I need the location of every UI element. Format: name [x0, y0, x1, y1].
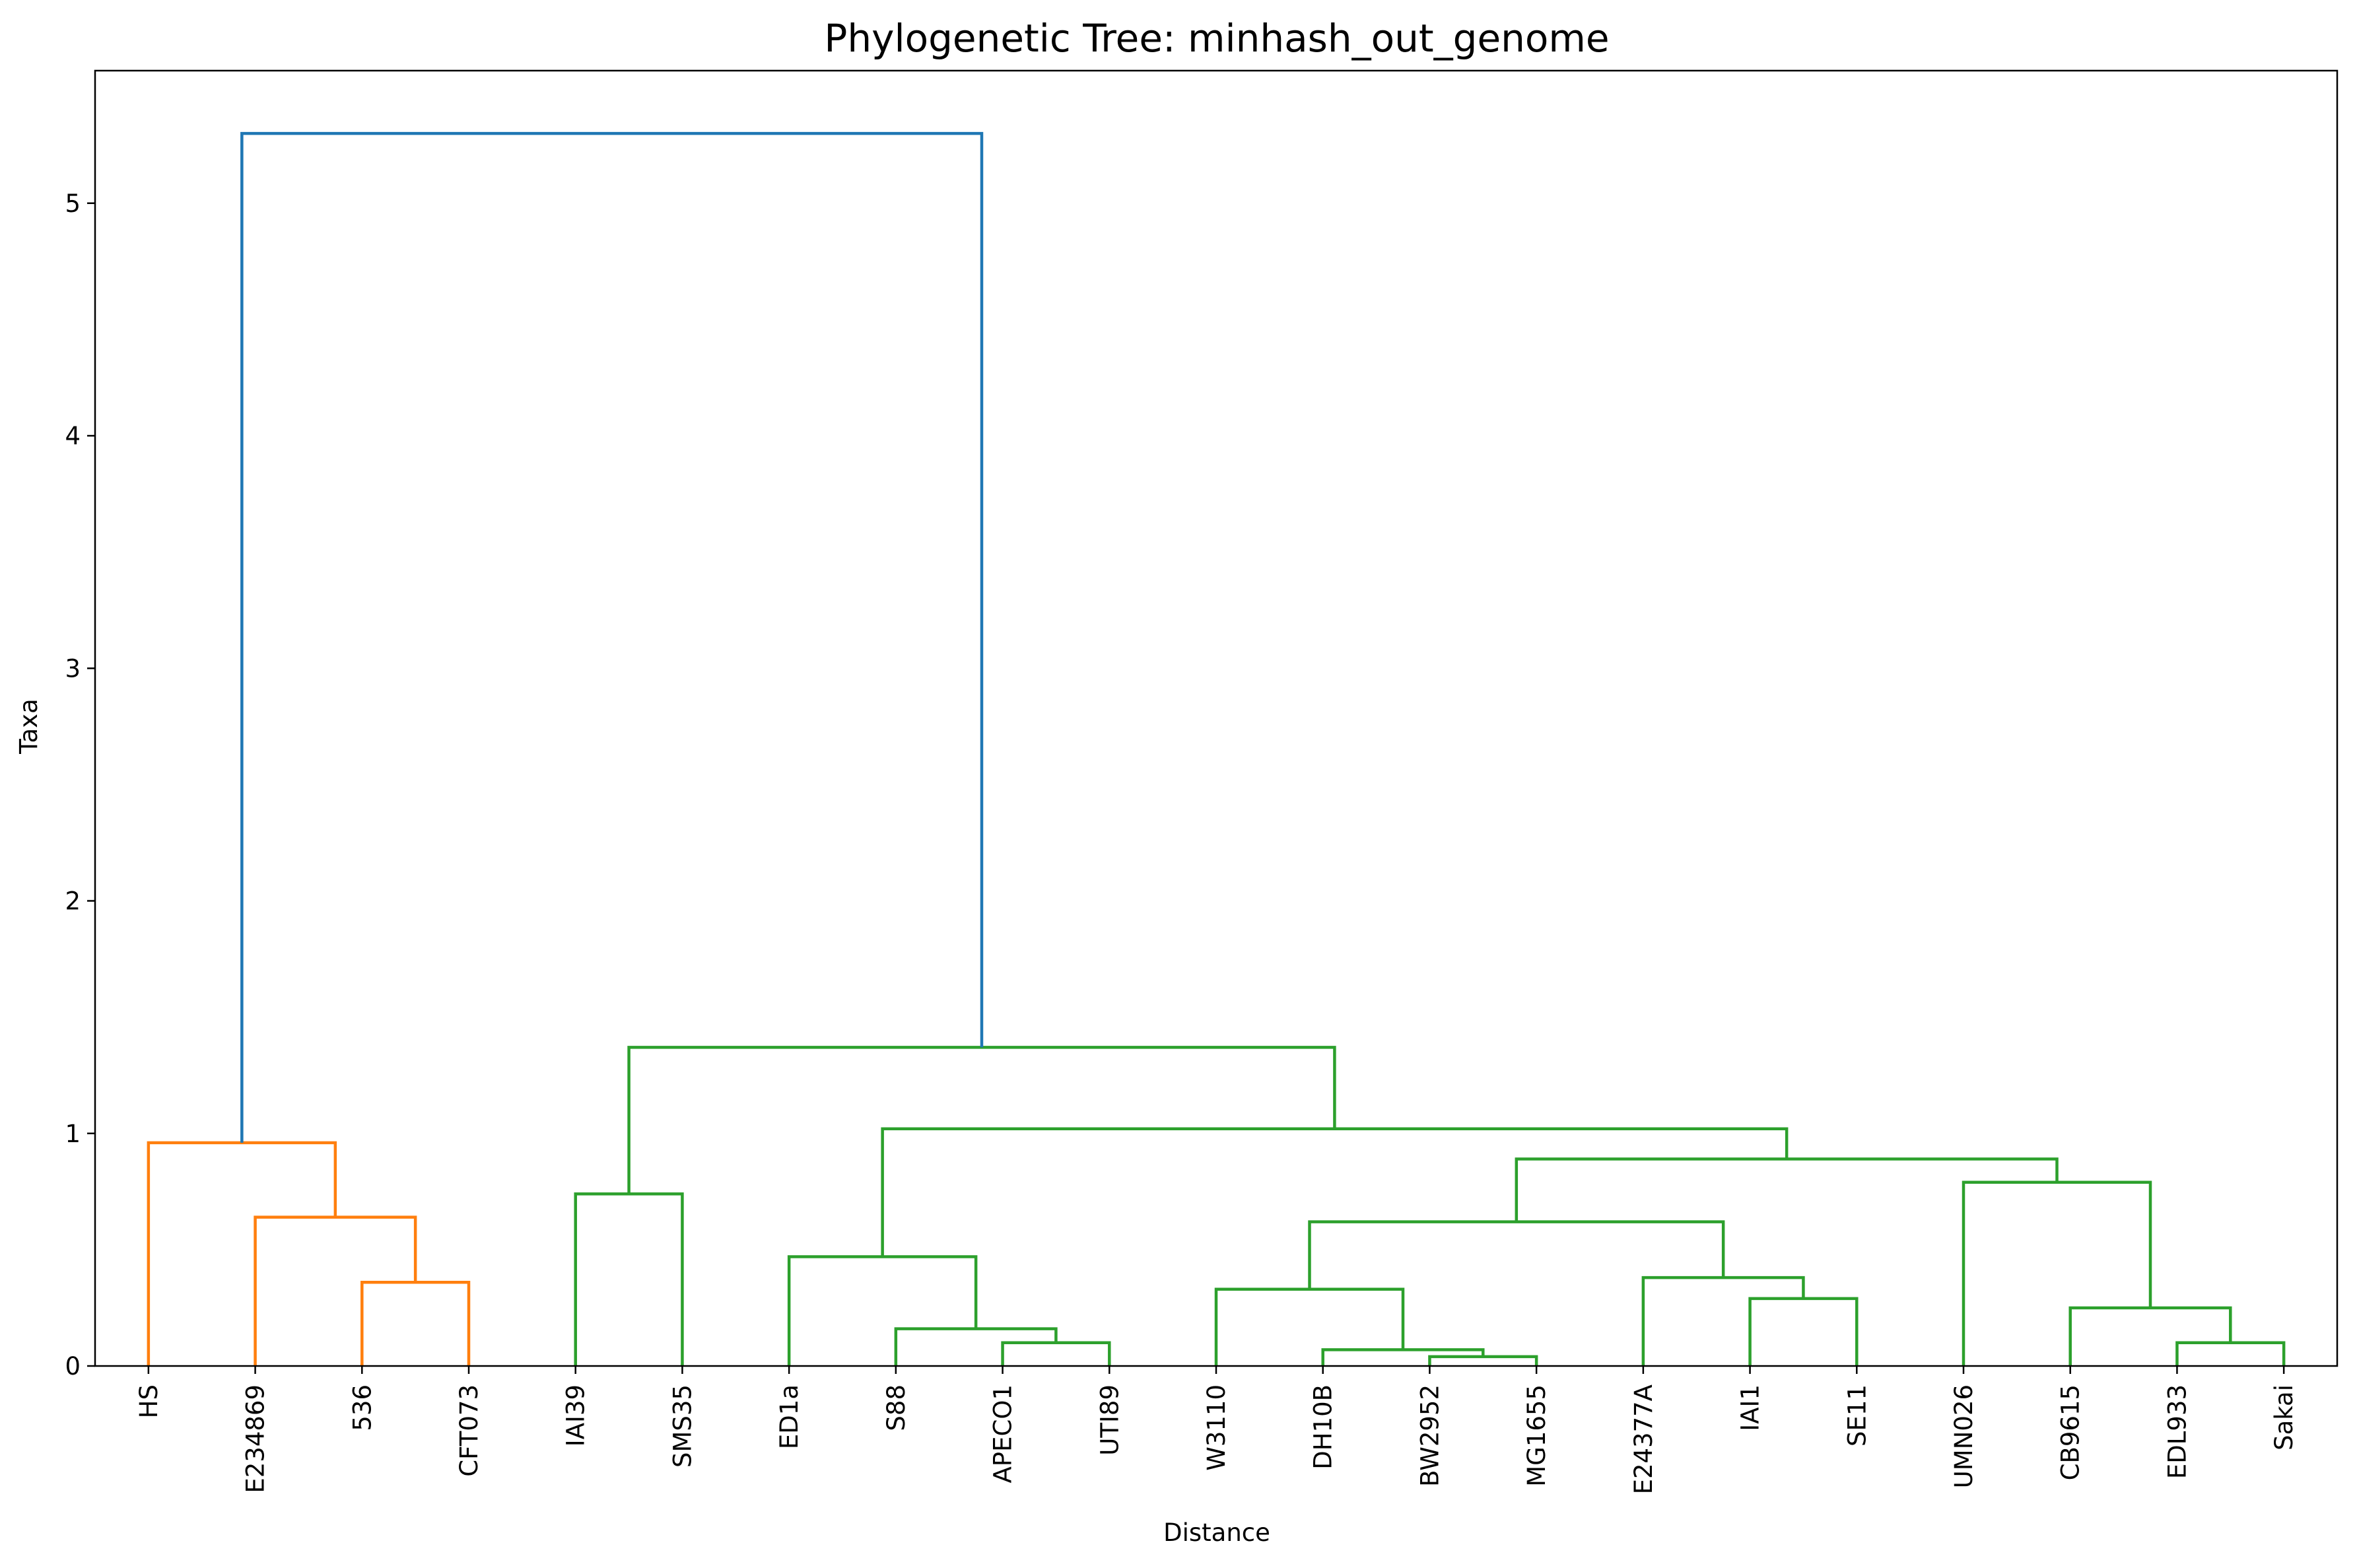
tree-link-4	[574, 1192, 684, 1366]
leaf-label: BW2952	[1416, 1384, 1444, 1487]
leaf-label: SMS35	[668, 1384, 697, 1468]
x-axis-label: Distance	[1163, 1518, 1270, 1547]
x-axis-leaves: HS E234869 536 CFT073 IAI39 SMS35 ED1a S88 APECO…	[135, 1366, 2298, 1494]
y-tick-label: 1	[65, 1120, 81, 1148]
tree-links	[147, 131, 2286, 1366]
leaf-label: UTI89	[1095, 1384, 1124, 1456]
leaf-label: CFT073	[455, 1384, 483, 1477]
leaf-label: W3110	[1202, 1384, 1231, 1471]
tree-link-11	[1748, 1297, 1859, 1366]
y-tick-label: 4	[65, 422, 81, 450]
leaf-label: E234869	[242, 1384, 270, 1493]
y-axis: 0 1 2 3 4 5	[65, 189, 95, 1381]
tree-link-13	[1308, 1220, 1725, 1289]
tree-link-5	[1001, 1341, 1111, 1366]
tree-link-20	[240, 131, 984, 1143]
tree-link-12	[1641, 1276, 1805, 1366]
leaf-label: DH10B	[1309, 1384, 1338, 1470]
leaf-label: ED1a	[775, 1384, 803, 1449]
leaf-label: HS	[135, 1384, 163, 1418]
tree-link-10	[1214, 1287, 1405, 1366]
leaf-label: SE11	[1843, 1384, 1871, 1447]
leaf-label: Sakai	[2270, 1384, 2298, 1450]
y-tick-label: 5	[65, 189, 81, 218]
leaf-label: CB9615	[2057, 1384, 2085, 1480]
leaf-label: 536	[348, 1384, 376, 1431]
leaf-label: EDL933	[2163, 1384, 2191, 1479]
tree-link-7	[787, 1255, 978, 1366]
y-axis-label: Taxa	[15, 699, 43, 755]
tree-link-3	[147, 1141, 337, 1366]
chart-title: Phylogenetic Tree: minhash_out_genome	[824, 16, 1609, 61]
y-tick-label: 3	[65, 654, 81, 683]
leaf-label: IAI1	[1736, 1384, 1765, 1431]
leaf-label: APECO1	[989, 1384, 1017, 1483]
leaf-label: IAI39	[562, 1384, 590, 1447]
y-tick-label: 2	[65, 887, 81, 916]
y-tick-label: 0	[65, 1352, 81, 1381]
tree-link-16	[1962, 1180, 2152, 1366]
tree-link-19	[627, 1046, 1336, 1194]
leaf-label: S88	[882, 1384, 910, 1431]
leaf-label: E24377A	[1629, 1384, 1658, 1494]
leaf-label: UMN026	[1950, 1384, 1978, 1488]
tree-link-15	[2068, 1306, 2232, 1366]
tree-link-14	[2175, 1341, 2286, 1366]
leaf-label: MG1655	[1522, 1384, 1551, 1487]
